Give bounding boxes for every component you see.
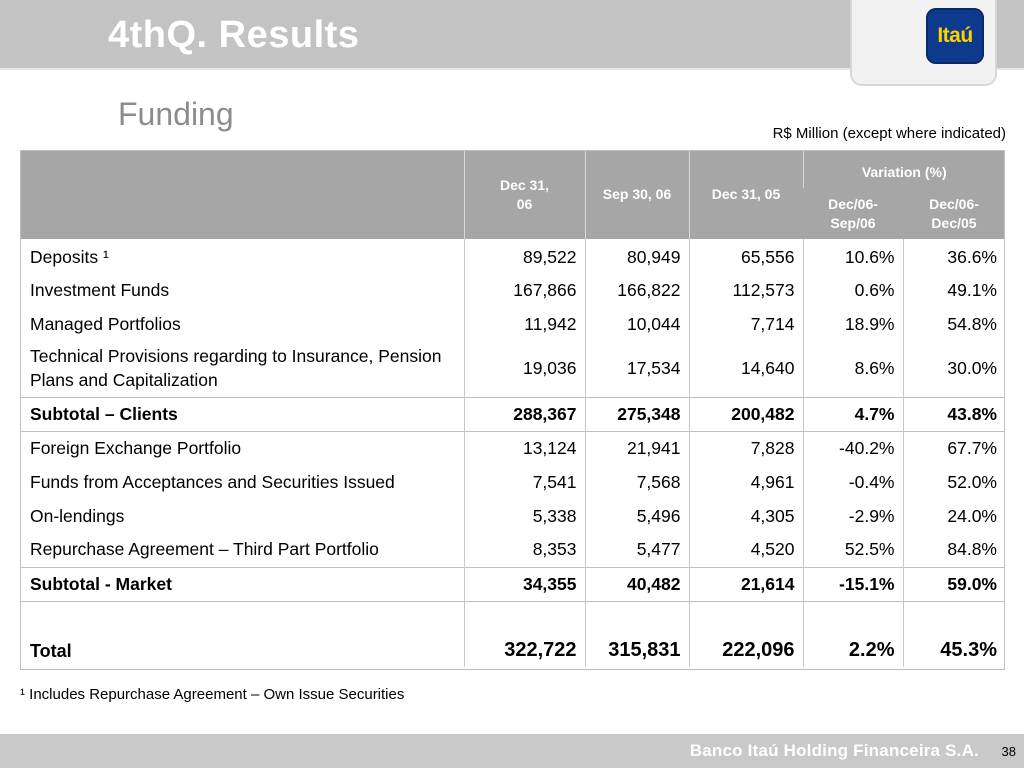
table-row: Foreign Exchange Portfolio 13,124 21,941…: [20, 431, 1005, 465]
cell-dec31-05: 7,714: [688, 307, 803, 341]
cell-dec31-05: 4,305: [688, 499, 803, 533]
page-number: 38: [1001, 744, 1016, 759]
cell-var-dec06-dec05: 30.0%: [902, 341, 1005, 397]
table-row: Funds from Acceptances and Securities Is…: [20, 465, 1005, 499]
cell-sep30-06: 40,482: [584, 566, 689, 602]
cell-var-dec06-dec05: 84.8%: [902, 533, 1005, 567]
cell-dec31-06: 19,036: [463, 341, 585, 397]
cell-var-dec06-dec05: 43.8%: [902, 396, 1005, 432]
cell-sep30-06: 17,534: [584, 341, 689, 397]
col-header-dec31-06: Dec 31, 06: [463, 150, 585, 239]
cell-sep30-06: 166,822: [584, 273, 689, 307]
unit-note: R$ Million (except where indicated): [772, 125, 1006, 142]
row-label: Managed Portfolios: [30, 313, 181, 334]
cell-sep30-06: 275,348: [584, 396, 689, 432]
cell-var-dec06-sep06: 18.9%: [802, 307, 903, 341]
row-label: Subtotal - Market: [20, 566, 464, 602]
footnote: ¹ Includes Repurchase Agreement – Own Is…: [20, 686, 405, 703]
cell-var-dec06-sep06: -0.4%: [802, 465, 903, 499]
cell-sep30-06: 5,477: [584, 533, 689, 567]
section-subtitle: Funding: [118, 96, 234, 132]
cell-dec31-06: 5,338: [463, 499, 585, 533]
cell-dec31-05: 4,520: [688, 533, 803, 567]
cell-dec31-06: 167,866: [463, 273, 585, 307]
row-label: Foreign Exchange Portfolio: [30, 437, 242, 458]
logo-text: Itaú: [937, 24, 973, 47]
cell-dec31-05: 14,640: [688, 341, 803, 397]
table-row: Deposits ¹ 89,522 80,949 65,556 10.6% 36…: [20, 239, 1005, 273]
row-label: Total: [30, 641, 72, 661]
cell-dec31-06: 322,722: [463, 601, 585, 667]
cell-var-dec06-dec05: 36.6%: [902, 239, 1005, 273]
cell-var-dec06-dec05: 59.0%: [902, 566, 1005, 602]
cell-dec31-06: 8,353: [463, 533, 585, 567]
cell-var-dec06-sep06: -40.2%: [802, 431, 903, 465]
cell-var-dec06-sep06: -2.9%: [802, 499, 903, 533]
subtotal-row: Subtotal – Clients 288,367 275,348 200,4…: [20, 396, 1005, 432]
funding-table: Dec 31, 06 Sep 30, 06 Dec 31, 05 Variati…: [20, 150, 1005, 667]
cell-var-dec06-dec05: 52.0%: [902, 465, 1005, 499]
row-label: Technical Provisions regarding to Insura…: [30, 346, 442, 390]
cell-dec31-06: 13,124: [463, 431, 585, 465]
row-label: On-lendings: [30, 505, 125, 526]
cell-var-dec06-sep06: -15.1%: [802, 566, 903, 602]
cell-sep30-06: 5,496: [584, 499, 689, 533]
subtotal-row: Subtotal - Market 34,355 40,482 21,614 -…: [20, 566, 1005, 602]
total-row: Total 322,722 315,831 222,096 2.2% 45.3%: [20, 601, 1005, 667]
table-row: Repurchase Agreement – Third Part Portfo…: [20, 533, 1005, 567]
cell-sep30-06: 21,941: [584, 431, 689, 465]
col-header-var-dec06-sep06: Dec/06- Sep/06: [803, 188, 903, 239]
cell-dec31-05: 200,482: [688, 396, 803, 432]
cell-dec31-05: 222,096: [688, 601, 803, 667]
table-row: Technical Provisions regarding to Insura…: [20, 341, 1005, 397]
cell-sep30-06: 80,949: [584, 239, 689, 273]
cell-dec31-06: 7,541: [463, 465, 585, 499]
cell-var-dec06-sep06: 2.2%: [802, 601, 903, 667]
cell-sep30-06: 7,568: [584, 465, 689, 499]
cell-dec31-05: 7,828: [688, 431, 803, 465]
cell-dec31-05: 21,614: [688, 566, 803, 602]
cell-var-dec06-dec05: 67.7%: [902, 431, 1005, 465]
table-row: Investment Funds 167,866 166,822 112,573…: [20, 273, 1005, 307]
col-header-var-dec06-dec05: Dec/06- Dec/05: [903, 188, 1005, 239]
cell-dec31-05: 65,556: [688, 239, 803, 273]
cell-var-dec06-sep06: 52.5%: [802, 533, 903, 567]
cell-var-dec06-sep06: 8.6%: [802, 341, 903, 397]
slide-title: 4thQ. Results: [108, 14, 360, 56]
cell-sep30-06: 315,831: [584, 601, 689, 667]
cell-dec31-05: 4,961: [688, 465, 803, 499]
cell-var-dec06-dec05: 49.1%: [902, 273, 1005, 307]
row-label: Funds from Acceptances and Securities Is…: [30, 471, 395, 492]
row-label: Repurchase Agreement – Third Part Portfo…: [30, 539, 379, 560]
itau-logo: Itaú: [926, 8, 984, 64]
row-label: Deposits ¹: [30, 247, 109, 267]
cell-sep30-06: 10,044: [584, 307, 689, 341]
cell-dec31-05: 112,573: [688, 273, 803, 307]
cell-var-dec06-dec05: 54.8%: [902, 307, 1005, 341]
cell-dec31-06: 89,522: [463, 239, 585, 273]
col-header-sep30-06: Sep 30, 06: [584, 150, 689, 239]
header-blank: [20, 150, 464, 239]
cell-var-dec06-dec05: 24.0%: [902, 499, 1005, 533]
cell-var-dec06-dec05: 45.3%: [902, 601, 1005, 667]
cell-var-dec06-sep06: 4.7%: [802, 396, 903, 432]
footer-company-name: Banco Itaú Holding Financeira S.A.: [689, 741, 979, 760]
footer-bar: [0, 734, 1024, 768]
table-row: Managed Portfolios 11,942 10,044 7,714 1…: [20, 307, 1005, 341]
row-label: Investment Funds: [30, 279, 170, 300]
cell-var-dec06-sep06: 0.6%: [802, 273, 903, 307]
cell-var-dec06-sep06: 10.6%: [802, 239, 903, 273]
table-row: On-lendings 5,338 5,496 4,305 -2.9% 24.0…: [20, 499, 1005, 533]
row-label: Subtotal – Clients: [20, 396, 464, 432]
cell-dec31-06: 11,942: [463, 307, 585, 341]
cell-dec31-06: 288,367: [463, 396, 585, 432]
col-header-variation: Variation (%): [802, 150, 1005, 188]
col-header-dec31-05: Dec 31, 05: [688, 150, 803, 239]
cell-dec31-06: 34,355: [463, 566, 585, 602]
